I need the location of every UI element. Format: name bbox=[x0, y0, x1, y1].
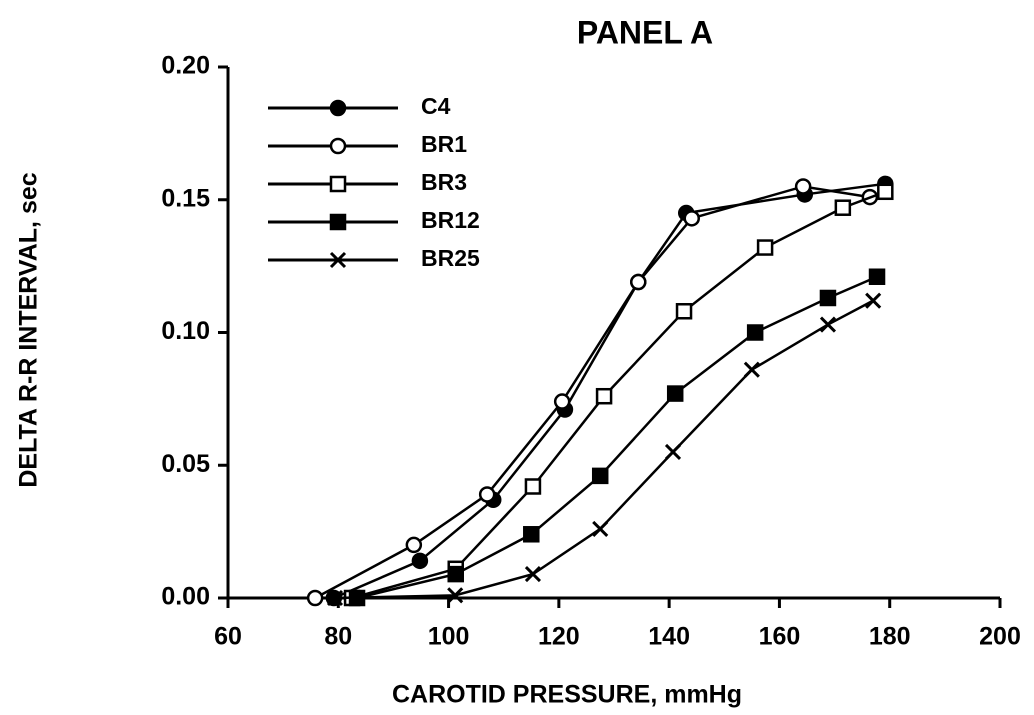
y-tick-label: 0.15 bbox=[161, 184, 210, 212]
legend-marker bbox=[329, 137, 347, 155]
chart-title: PANEL A bbox=[577, 14, 713, 50]
legend-label: BR12 bbox=[421, 207, 480, 233]
y-axis-title: DELTA R-R INTERVAL, sec bbox=[15, 172, 43, 487]
data-point bbox=[746, 324, 764, 341]
series-line bbox=[356, 275, 878, 600]
x-tick-label: 100 bbox=[428, 623, 470, 651]
data-point bbox=[447, 587, 464, 604]
x-tick-label: 180 bbox=[869, 623, 911, 651]
data-point bbox=[877, 183, 894, 201]
data-point bbox=[524, 478, 542, 495]
x-tick-label: 200 bbox=[979, 623, 1021, 651]
x-tick-label: 140 bbox=[648, 623, 690, 651]
data-point bbox=[591, 467, 609, 485]
data-point bbox=[405, 536, 423, 554]
x-tick-label: 160 bbox=[759, 623, 801, 651]
x-axis-title: CAROTID PRESSURE, mmHg bbox=[392, 681, 742, 709]
data-point bbox=[868, 268, 886, 285]
data-point bbox=[523, 526, 540, 543]
data-point bbox=[743, 361, 760, 378]
y-tick-label: 0.00 bbox=[161, 583, 210, 611]
data-point bbox=[819, 289, 837, 307]
legend-label: BR25 bbox=[421, 245, 480, 271]
data-point bbox=[683, 210, 701, 227]
legend-marker bbox=[329, 99, 347, 117]
data-point bbox=[819, 316, 837, 333]
data-point bbox=[553, 393, 571, 410]
legend-label: C4 bbox=[421, 93, 451, 119]
data-point bbox=[592, 520, 609, 538]
data-point bbox=[834, 199, 852, 216]
data-point bbox=[447, 565, 464, 583]
legend-label: BR3 bbox=[421, 169, 467, 195]
data-point bbox=[630, 273, 647, 291]
data-point bbox=[478, 486, 496, 503]
data-point bbox=[306, 589, 324, 607]
x-tick-label: 80 bbox=[324, 623, 352, 651]
data-point bbox=[865, 292, 882, 309]
data-point bbox=[411, 552, 429, 570]
y-tick-label: 0.10 bbox=[161, 317, 210, 345]
data-point bbox=[595, 387, 613, 405]
legend-marker bbox=[329, 213, 347, 231]
x-tick-label: 60 bbox=[214, 623, 242, 651]
series-line bbox=[351, 190, 886, 600]
legend-marker bbox=[329, 251, 347, 269]
data-point bbox=[794, 178, 812, 195]
y-tick-label: 0.20 bbox=[161, 52, 210, 80]
data-point bbox=[524, 566, 542, 583]
y-tick-label: 0.05 bbox=[161, 450, 210, 478]
legend-label: BR1 bbox=[421, 131, 467, 157]
series-line bbox=[333, 182, 886, 600]
data-point bbox=[326, 589, 344, 607]
data-point bbox=[664, 443, 682, 461]
data-point bbox=[675, 303, 693, 320]
series-line bbox=[334, 299, 874, 600]
legend-marker bbox=[329, 175, 347, 193]
x-tick-label: 120 bbox=[538, 623, 580, 651]
data-point bbox=[666, 385, 684, 402]
series-line bbox=[314, 185, 871, 600]
data-point bbox=[756, 239, 774, 256]
